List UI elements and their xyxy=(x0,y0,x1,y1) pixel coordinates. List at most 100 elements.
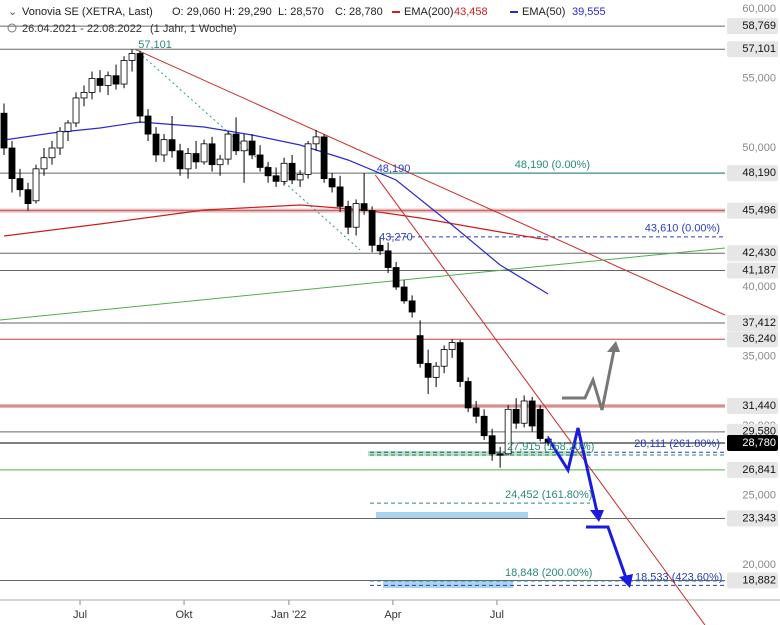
candle-body xyxy=(344,205,352,228)
x-tick-label: Apr xyxy=(384,609,401,621)
level-label: 45,496 xyxy=(742,205,776,217)
y-tick-label: 35,000 xyxy=(742,350,776,362)
candle-body xyxy=(368,210,376,246)
x-tick-label: Jul xyxy=(73,609,87,621)
candle-body xyxy=(96,78,104,86)
candle-body xyxy=(408,300,416,313)
candle-body xyxy=(152,133,160,156)
candle-body xyxy=(56,130,64,149)
trend-line xyxy=(135,48,726,316)
period: (1 Jahr, 1 Woche) xyxy=(150,23,237,35)
arrowhead xyxy=(607,341,620,352)
collapse-icon[interactable]: ⌄ xyxy=(8,6,17,18)
legend-value: 43,458 xyxy=(454,6,488,18)
level-box xyxy=(727,397,778,414)
header: ⌄ Vonovia SE (XETRA, Last) O: 29,060 H: … xyxy=(7,6,383,35)
candle-body xyxy=(184,153,192,170)
candle-body xyxy=(8,147,16,179)
x-tick-label: Jan '22 xyxy=(271,609,306,621)
candle-body xyxy=(272,175,280,182)
legend-name: EMA(200) xyxy=(404,6,454,18)
candle-body xyxy=(128,53,136,61)
y-tick-label: 50,000 xyxy=(742,142,776,154)
candle-body xyxy=(336,186,344,207)
y-tick-label: 55,000 xyxy=(742,72,776,84)
fib-label: 24,452 (161.80%) xyxy=(505,489,592,501)
candle-body xyxy=(312,136,320,145)
candle-body xyxy=(16,178,24,191)
candle-body xyxy=(440,349,448,367)
fib-label: 43,610 (0.00%) xyxy=(645,223,720,235)
candle-body xyxy=(248,140,256,156)
target-zone xyxy=(383,580,513,588)
plot xyxy=(0,25,780,625)
level-label: 48,190 xyxy=(742,167,776,179)
y-tick-label: 60,000 xyxy=(742,3,776,15)
candle-body xyxy=(40,157,48,170)
candle-body xyxy=(488,435,496,455)
level-label: 18,882 xyxy=(742,574,776,586)
candle-body xyxy=(24,189,32,204)
ohlc: L: 28,570 xyxy=(278,6,324,18)
trend-line xyxy=(0,247,726,321)
candle-body xyxy=(536,408,544,439)
level-label: 58,769 xyxy=(742,20,776,32)
level-box xyxy=(727,262,778,279)
ohlc: H: 29,290 xyxy=(224,6,272,18)
candle-body xyxy=(264,167,272,177)
forecast-arrow xyxy=(586,525,628,579)
level-box xyxy=(727,510,778,527)
candle-body xyxy=(472,407,480,417)
candle-body xyxy=(352,203,360,228)
candle-body xyxy=(256,154,264,168)
target-zone xyxy=(376,512,528,519)
y-tick-label: 40,000 xyxy=(742,281,776,293)
candle-body xyxy=(160,139,168,156)
candle-body xyxy=(72,97,80,124)
candle-body xyxy=(528,400,536,427)
candle-body xyxy=(136,53,144,117)
fib-label: 27,915 (168.20%) xyxy=(507,441,594,453)
level-box xyxy=(727,572,778,589)
trend-line xyxy=(134,48,361,251)
level-label: 31,440 xyxy=(742,400,776,412)
point-label: 43,270 xyxy=(379,231,413,243)
clock-icon xyxy=(7,23,17,33)
x-tick-label: Okt xyxy=(175,609,192,621)
level-box xyxy=(727,41,778,58)
level-box xyxy=(727,331,778,348)
candle-body xyxy=(456,342,464,382)
level-label: 37,412 xyxy=(742,317,776,329)
candle-body xyxy=(48,147,56,159)
candle-body xyxy=(120,60,128,85)
candle-body xyxy=(216,158,224,166)
candle-body xyxy=(224,133,232,160)
candle-body xyxy=(504,408,512,455)
candle-body xyxy=(168,139,176,152)
candle-body xyxy=(296,174,304,181)
level-box xyxy=(727,434,778,451)
level-label: 23,343 xyxy=(742,512,776,524)
candle-body xyxy=(496,453,504,456)
fib-label: 18,848 (200.00%) xyxy=(505,567,592,579)
trend-line xyxy=(374,174,706,625)
instrument: Vonovia SE (XETRA, Last) xyxy=(22,6,153,18)
forecast-arrow xyxy=(546,427,599,513)
candle-body xyxy=(480,415,488,437)
y-tick-label: 20,000 xyxy=(742,559,776,571)
level-label: 41,187 xyxy=(742,264,776,276)
scenario-arrow xyxy=(562,349,616,411)
ohlc: O: 29,060 xyxy=(172,6,220,18)
candle-body xyxy=(448,342,456,350)
level-label: 57,101 xyxy=(742,43,776,55)
candle-body xyxy=(416,335,424,364)
arrowhead xyxy=(590,510,604,522)
ohlc: C: 28,780 xyxy=(335,6,383,18)
level-label: 36,240 xyxy=(742,333,776,345)
level-box xyxy=(727,314,778,331)
candle-body xyxy=(232,133,240,152)
x-tick-label: Jul xyxy=(490,609,504,621)
candle-body xyxy=(320,136,328,179)
candle-body xyxy=(512,408,520,424)
date-range: 26.04.2021 - 22.08.2022 xyxy=(22,23,142,35)
